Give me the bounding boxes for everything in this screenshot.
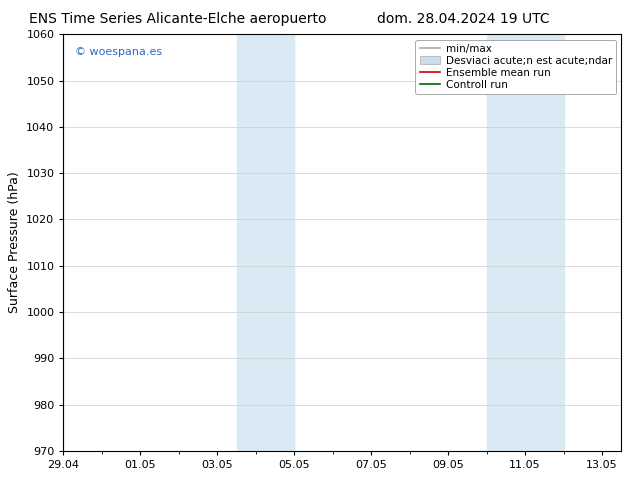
Text: dom. 28.04.2024 19 UTC: dom. 28.04.2024 19 UTC (377, 12, 549, 26)
Text: © woespana.es: © woespana.es (75, 47, 162, 57)
Bar (236, 34, 294, 451)
Legend: min/max, Desviaci acute;n est acute;ndar, Ensemble mean run, Controll run: min/max, Desviaci acute;n est acute;ndar… (415, 40, 616, 94)
Y-axis label: Surface Pressure (hPa): Surface Pressure (hPa) (8, 172, 21, 314)
Text: ENS Time Series Alicante-Elche aeropuerto: ENS Time Series Alicante-Elche aeropuert… (29, 12, 327, 26)
Bar (487, 34, 564, 451)
